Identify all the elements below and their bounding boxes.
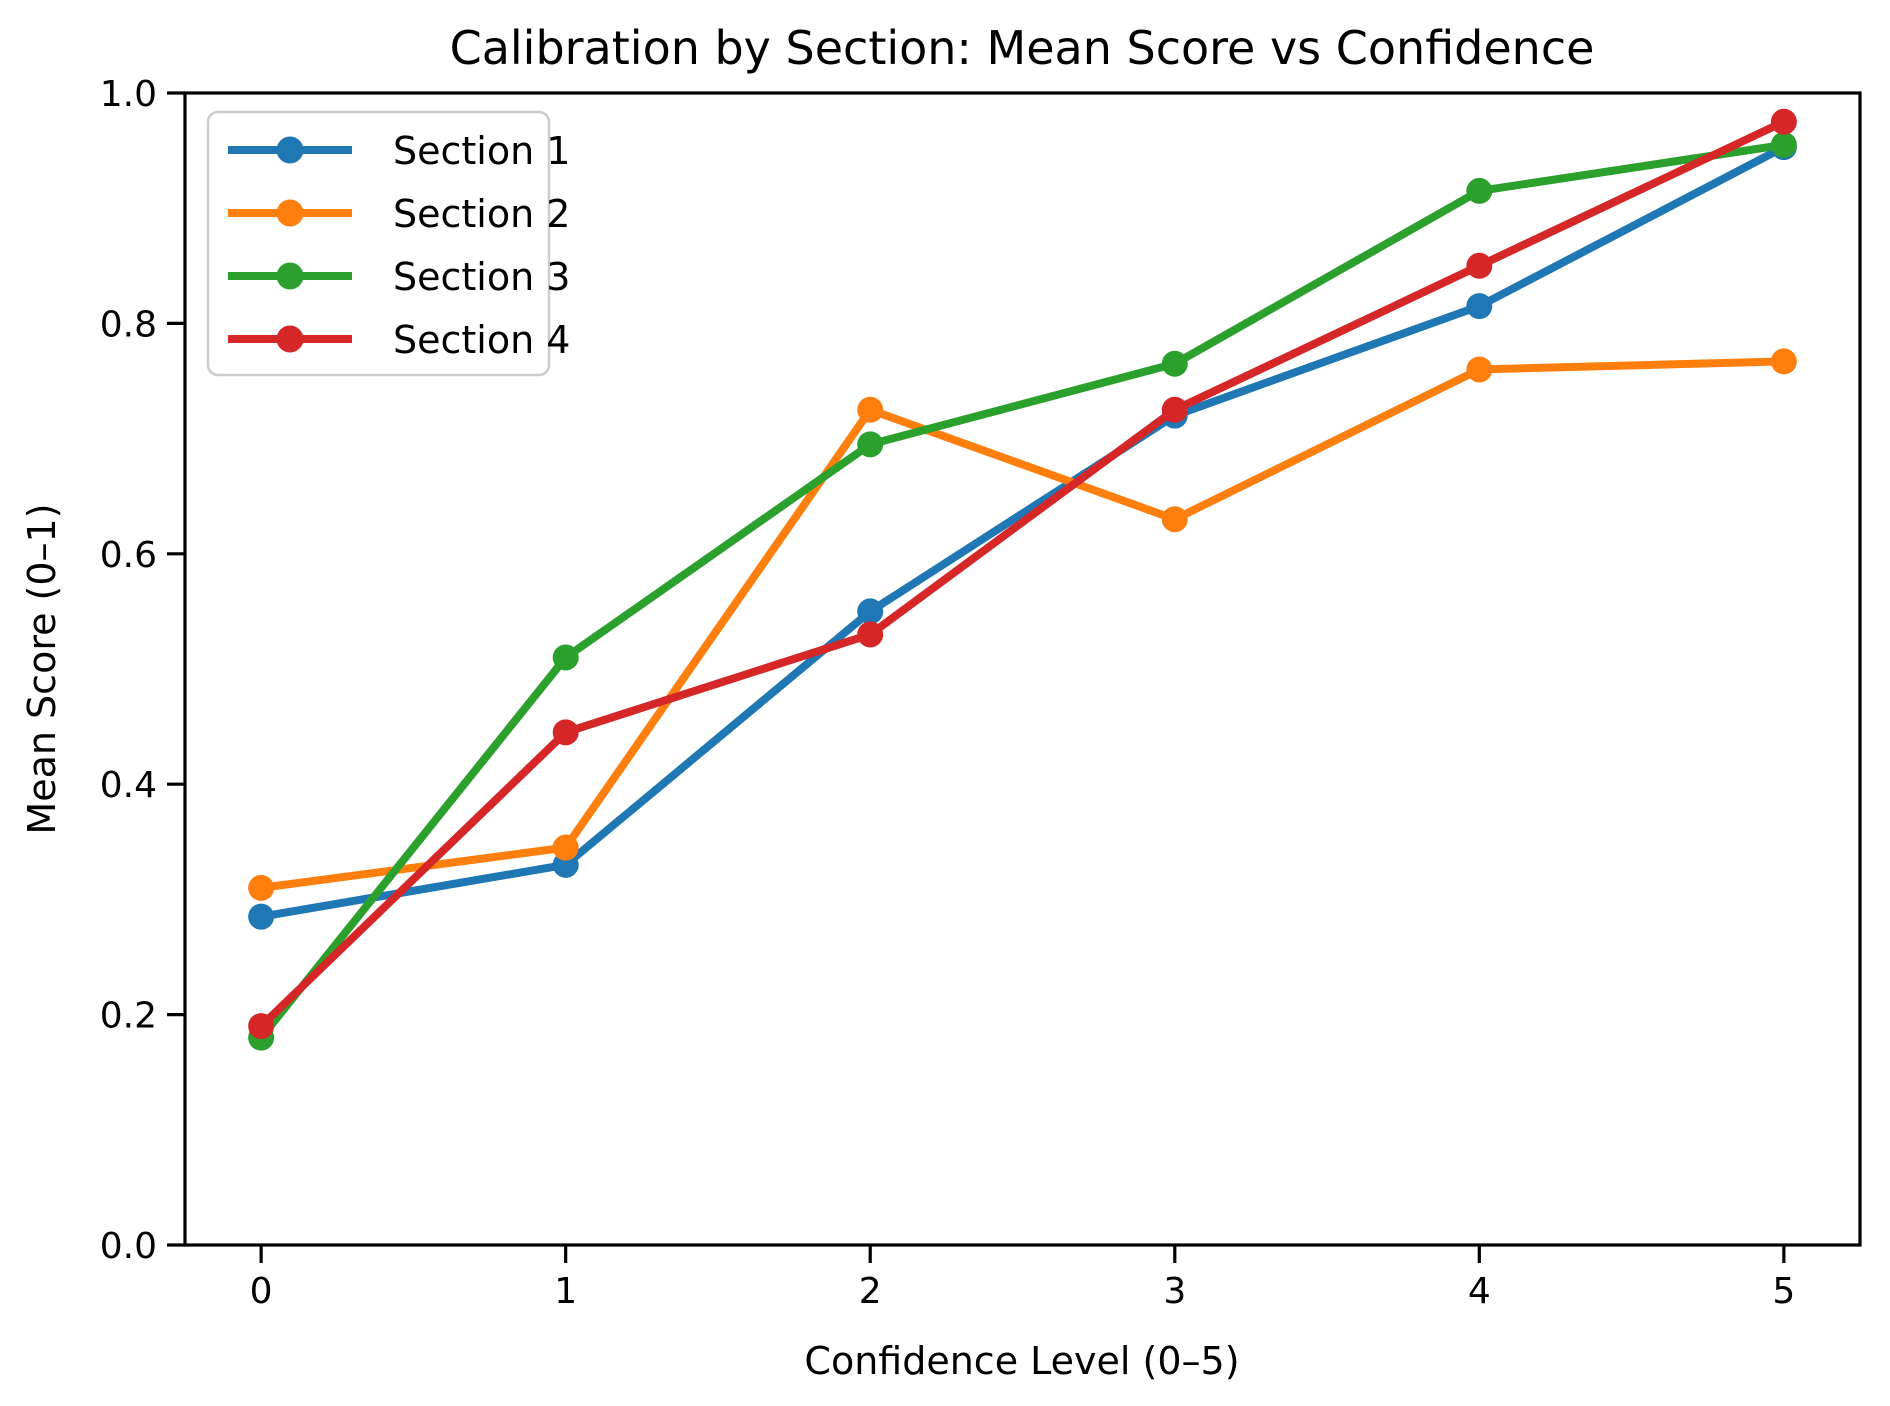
- plot-area: 0 1 2 3 4 5 0.0 0.2 0.4 0.6 0.8 1.0 Section 1 Section…: [100, 74, 1862, 1312]
- data-point-section-2: [248, 874, 275, 901]
- legend-entry-label: Section 1: [393, 129, 570, 173]
- data-point-section-2: [552, 834, 579, 861]
- legend-box: [206, 110, 551, 377]
- series-line-section-3: [257, 140, 1788, 1042]
- legend-entry-label: Section 2: [393, 192, 570, 236]
- data-point-section-1: [1466, 293, 1493, 320]
- x-tick-label: 3: [1163, 1271, 1186, 1312]
- series-line-section-4: [257, 117, 1788, 1031]
- data-point-section-2: [1161, 506, 1188, 533]
- data-point-section-2: [1770, 348, 1797, 375]
- x-tick-label: 2: [859, 1271, 882, 1312]
- series-line-section-2: [257, 357, 1788, 892]
- chart-title: Calibration by Section: Mean Score vs Co…: [450, 21, 1595, 75]
- data-point-section-1: [248, 903, 275, 930]
- data-point-section-2: [857, 396, 884, 423]
- y-tick-label: 0.6: [100, 535, 157, 576]
- y-tick-label: 0.0: [100, 1226, 157, 1267]
- legend-swatch-marker: [276, 325, 304, 353]
- data-point-section-1: [857, 598, 884, 625]
- legend-swatch-marker: [276, 136, 304, 164]
- data-point-section-3: [1466, 177, 1493, 204]
- y-tick-label: 0.8: [100, 304, 157, 345]
- data-point-section-4: [857, 621, 884, 648]
- y-tick-label: 0.2: [100, 996, 157, 1037]
- y-axis-label: Mean Score (0–1): [20, 503, 64, 834]
- data-point-section-3: [552, 644, 579, 671]
- plot-border: [183, 91, 1862, 1247]
- data-point-section-4: [1770, 108, 1797, 135]
- x-tick-label: 0: [250, 1271, 273, 1312]
- data-point-section-3: [1161, 350, 1188, 377]
- y-tick-label: 0.4: [100, 765, 157, 806]
- data-point-section-3: [1770, 131, 1797, 158]
- data-point-section-3: [857, 431, 884, 458]
- x-axis-label: Confidence Level (0–5): [804, 1339, 1239, 1383]
- data-point-section-4: [248, 1013, 275, 1040]
- legend-swatch-marker: [276, 262, 304, 290]
- x-tick-label: 5: [1772, 1271, 1795, 1312]
- legend-entry-label: Section 3: [393, 255, 570, 299]
- x-tick-label: 4: [1468, 1271, 1491, 1312]
- data-point-section-4: [1161, 396, 1188, 423]
- legend-swatch-marker: [276, 199, 304, 227]
- data-point-section-4: [552, 719, 579, 746]
- x-tick-label: 1: [554, 1271, 577, 1312]
- y-tick-label: 1.0: [100, 74, 157, 115]
- series-line-section-1: [257, 143, 1788, 921]
- legend-entry-label: Section 4: [393, 318, 570, 362]
- data-point-section-4: [1466, 252, 1493, 279]
- data-point-section-2: [1466, 356, 1493, 383]
